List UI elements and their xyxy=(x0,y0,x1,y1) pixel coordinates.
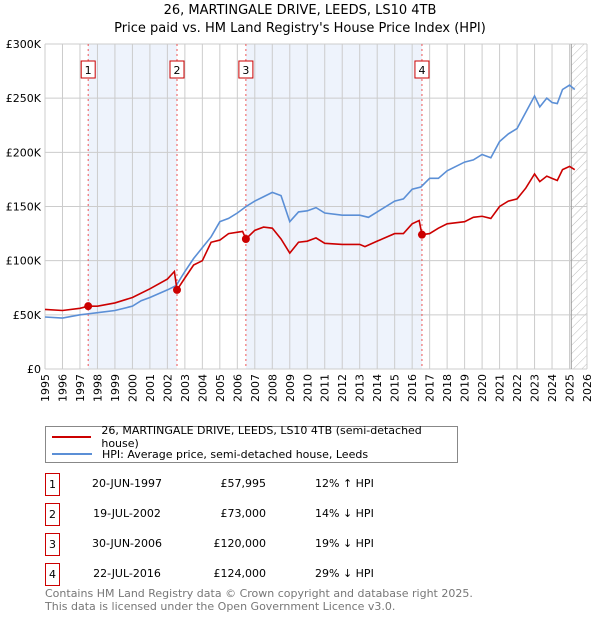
x-tick-label: 2015 xyxy=(389,374,402,402)
sale-marker-box xyxy=(80,60,96,79)
x-tick-label: 2000 xyxy=(126,374,139,402)
legend-label: HPI: Average price, semi-detached house,… xyxy=(102,447,369,461)
x-tick-label: 2004 xyxy=(196,374,209,402)
x-tick-label: 2009 xyxy=(284,374,297,402)
x-tick-label: 2022 xyxy=(511,374,524,402)
y-tick-label: £150K xyxy=(6,201,42,214)
x-tick-label: 2026 xyxy=(581,374,594,402)
x-tick-label: 2014 xyxy=(371,374,384,402)
x-tick-label: 2007 xyxy=(249,374,262,402)
transaction-date: 30-JUN-2006 xyxy=(91,537,163,550)
transaction-row: 2 19-JUL-2002 £73,000 14% ↓ HPI xyxy=(45,503,445,526)
x-tick-label: 2021 xyxy=(494,374,507,402)
sale-point xyxy=(173,285,182,294)
x-tick-label: 2010 xyxy=(301,374,314,402)
price-chart: 1995 1996 1997 1998 1999 2000 2001 2002 2003 2004… xyxy=(6,38,594,402)
x-tick-label: 2012 xyxy=(336,374,349,402)
x-tick-label: 2024 xyxy=(546,374,559,402)
sale-marker-number: 2 xyxy=(174,64,181,77)
legend-item-property: 26, MARTINGALE DRIVE, LEEDS, LS10 4TB (s… xyxy=(46,424,457,450)
x-tick-label: 2003 xyxy=(179,374,192,402)
legend-swatch-blue xyxy=(52,453,92,455)
y-tick-label: £0 xyxy=(27,363,41,376)
x-tick-label: 2019 xyxy=(459,374,472,402)
y-tick-label: £200K xyxy=(6,146,42,159)
y-tick-label: £300K xyxy=(6,38,42,51)
transaction-row: 1 20-JUN-1997 £57,995 12% ↑ HPI xyxy=(45,473,445,496)
x-tick-label: 2017 xyxy=(424,374,437,402)
sale-marker-box xyxy=(169,60,185,79)
x-tick-label: 1998 xyxy=(91,374,104,402)
y-tick-label: £100K xyxy=(6,255,42,268)
x-tick-label: 2023 xyxy=(529,374,542,402)
x-tick-label: 1996 xyxy=(56,374,69,402)
sale-point xyxy=(417,230,426,239)
x-tick-label: 2025 xyxy=(564,374,577,402)
transaction-date: 19-JUL-2002 xyxy=(93,507,161,520)
legend-swatch-red xyxy=(52,436,92,438)
sale-point xyxy=(241,235,250,243)
transaction-price: £124,000 xyxy=(213,567,267,580)
transaction-date: 20-JUN-1997 xyxy=(91,477,163,490)
x-tick-label: 1995 xyxy=(39,374,52,402)
transaction-price: £120,000 xyxy=(213,537,267,550)
transaction-hpi-diff: 14% ↓ HPI xyxy=(315,507,374,520)
x-tick-label: 2001 xyxy=(144,374,157,402)
x-tick-label: 2002 xyxy=(161,374,174,402)
transaction-number: 2 xyxy=(45,503,60,526)
sale-marker-box xyxy=(414,60,430,79)
y-tick-label: £250K xyxy=(6,92,42,105)
transaction-hpi-diff: 19% ↓ HPI xyxy=(315,537,374,550)
chart-subtitle: Price paid vs. HM Land Registry's House … xyxy=(114,21,486,36)
sale-marker-box xyxy=(238,60,254,79)
transaction-number: 4 xyxy=(45,563,60,586)
sale-marker-number: 3 xyxy=(242,64,249,77)
transaction-row: 4 22-JUL-2016 £124,000 29% ↓ HPI xyxy=(45,563,445,586)
x-tick-label: 2011 xyxy=(319,374,332,402)
transaction-number: 3 xyxy=(45,533,60,556)
x-tick-label: 2020 xyxy=(476,374,489,402)
transaction-hpi-diff: 29% ↓ HPI xyxy=(315,567,374,580)
x-tick-label: 2018 xyxy=(441,374,454,402)
sale-point xyxy=(84,302,93,311)
footer-copyright: Contains HM Land Registry data © Crown c… xyxy=(45,587,473,600)
transaction-price: £73,000 xyxy=(220,507,267,520)
sale-marker-number: 4 xyxy=(418,64,425,77)
x-tick-label: 1997 xyxy=(74,374,87,402)
chart-title: 26, MARTINGALE DRIVE, LEEDS, LS10 4TB xyxy=(163,3,437,18)
x-tick-label: 2005 xyxy=(214,374,227,402)
transaction-row: 3 30-JUN-2006 £120,000 19% ↓ HPI xyxy=(45,533,445,556)
x-tick-label: 2008 xyxy=(266,374,279,402)
footer-licence: This data is licensed under the Open Gov… xyxy=(45,600,396,613)
series-line xyxy=(44,84,576,319)
legend: 26, MARTINGALE DRIVE, LEEDS, LS10 4TB (s… xyxy=(45,424,458,463)
legend-label: 26, MARTINGALE DRIVE, LEEDS, LS10 4TB (s… xyxy=(101,424,422,450)
transaction-date: 22-JUL-2016 xyxy=(93,567,161,580)
x-tick-label: 1999 xyxy=(109,374,122,402)
x-tick-label: 2016 xyxy=(406,374,419,402)
x-tick-label: 2006 xyxy=(231,374,244,402)
transaction-price: £57,995 xyxy=(220,477,267,490)
x-tick-label: 2013 xyxy=(354,374,367,402)
sale-marker-number: 1 xyxy=(85,64,92,77)
transaction-number: 1 xyxy=(45,473,60,496)
legend-item-hpi: HPI: Average price, semi-detached house,… xyxy=(46,446,368,462)
series-line xyxy=(44,165,576,312)
y-tick-label: £50K xyxy=(13,309,42,322)
transaction-hpi-diff: 12% ↑ HPI xyxy=(315,477,374,490)
